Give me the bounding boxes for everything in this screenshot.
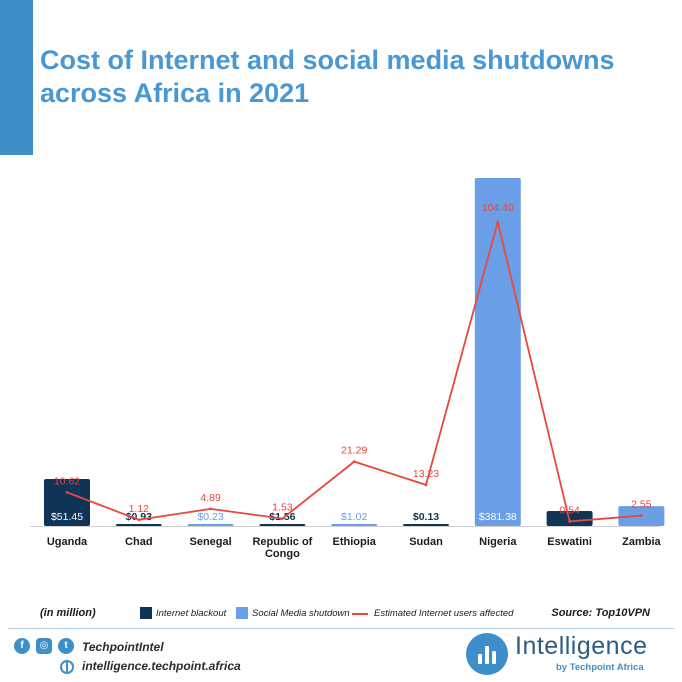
chart-title: Cost of Internet and social media shutdo… [40, 45, 615, 108]
users-affected-point-uganda [65, 490, 69, 494]
users-affected-label-senegal: 4.89 [200, 492, 221, 504]
users-affected-label-sudan: 13.23 [413, 468, 439, 480]
bar-blackout-sudan [403, 524, 449, 526]
bar-blackout-chad [115, 524, 162, 526]
unit-note: (in million) [40, 607, 96, 619]
category-label-zambia: Zambia [622, 536, 661, 548]
category-label-ethiopia: Ethiopia [333, 536, 377, 548]
bar-blackout-uganda [44, 479, 90, 526]
category-label-sudan: Sudan [409, 536, 443, 548]
users-affected-label-uganda: 10.62 [54, 475, 80, 487]
category-label-republic-of-congo: Republic of [252, 536, 312, 548]
bar-value-label-nigeria: $381.38 [479, 511, 517, 523]
facebook-icon[interactable]: f [14, 638, 30, 654]
users-affected-point-sudan [424, 483, 428, 487]
bar-value-label-ethiopia: $1.02 [341, 511, 367, 523]
brand-subtitle: by Techpoint Africa [556, 662, 644, 673]
users-affected-point-senegal [209, 507, 213, 511]
instagram-icon[interactable]: ◎ [36, 638, 52, 654]
bar-social-senegal [187, 524, 234, 526]
users-affected-point-zambia [640, 514, 643, 518]
users-affected-point-republic-of-congo [281, 517, 284, 520]
users-affected-label-republic-of-congo: 1.53 [272, 502, 293, 514]
users-affected-point-ethiopia [352, 460, 356, 464]
legend-label-users-affected: Estimated Internet users affected [374, 608, 514, 619]
twitter-icon[interactable]: t [58, 638, 74, 654]
legend-swatch-users-affected [352, 613, 368, 615]
category-label-nigeria: Nigeria [479, 536, 517, 548]
users-affected-point-chad [137, 518, 141, 522]
brand-name: Intelligence [515, 632, 648, 660]
users-affected-label-ethiopia: 21.29 [341, 445, 367, 457]
bar-value-label-sudan: $0.13 [413, 511, 439, 523]
bar-blackout-republic-of-congo [259, 524, 306, 526]
accent-bar [0, 0, 33, 155]
legend-label-internet-blackout: Internet blackout [156, 608, 227, 619]
bar-social-ethiopia [331, 524, 378, 526]
users-affected-label-zambia: 2.55 [631, 499, 652, 511]
legend-label-social-media: Social Media shutdown [252, 608, 350, 619]
category-label-eswatini: Eswatini [547, 536, 592, 548]
legend: (in million) Internet blackout Social Me… [40, 606, 650, 624]
intelligence-logo-icon [466, 633, 508, 675]
footer-divider [8, 628, 674, 629]
website-link[interactable]: intelligence.techpoint.africa [82, 659, 241, 673]
source-note: Source: Top10VPN [551, 607, 650, 619]
bar-value-label-uganda: $51.45 [51, 511, 83, 523]
globe-icon [60, 660, 74, 674]
category-label-chad: Chad [125, 536, 153, 548]
category-label-uganda: Uganda [47, 536, 88, 548]
users-affected-line [66, 221, 642, 523]
users-affected-label-chad: 1.12 [129, 503, 150, 515]
users-affected-point-nigeria [496, 220, 500, 224]
bar-value-label-senegal: $0.23 [197, 511, 223, 523]
users-affected-point-eswatini [568, 520, 571, 523]
category-label-republic-of-congo-line2: Congo [265, 548, 300, 560]
bar-value-label-chad: $0.93 [126, 511, 152, 523]
social-handle[interactable]: TechpointIntel [82, 640, 164, 654]
users-affected-label-nigeria: 104.40 [482, 202, 514, 214]
legend-swatch-social-media [236, 607, 248, 619]
legend-swatch-internet-blackout [140, 607, 152, 619]
users-affected-label-eswatini: 0.54 [559, 504, 580, 516]
category-label-senegal: Senegal [190, 536, 232, 548]
bar-social-nigeria [474, 178, 521, 526]
chart: $51.45 $0.93 $0.23 $1.56 $1.02 $0.13 $381.38 $1… [30, 178, 665, 560]
